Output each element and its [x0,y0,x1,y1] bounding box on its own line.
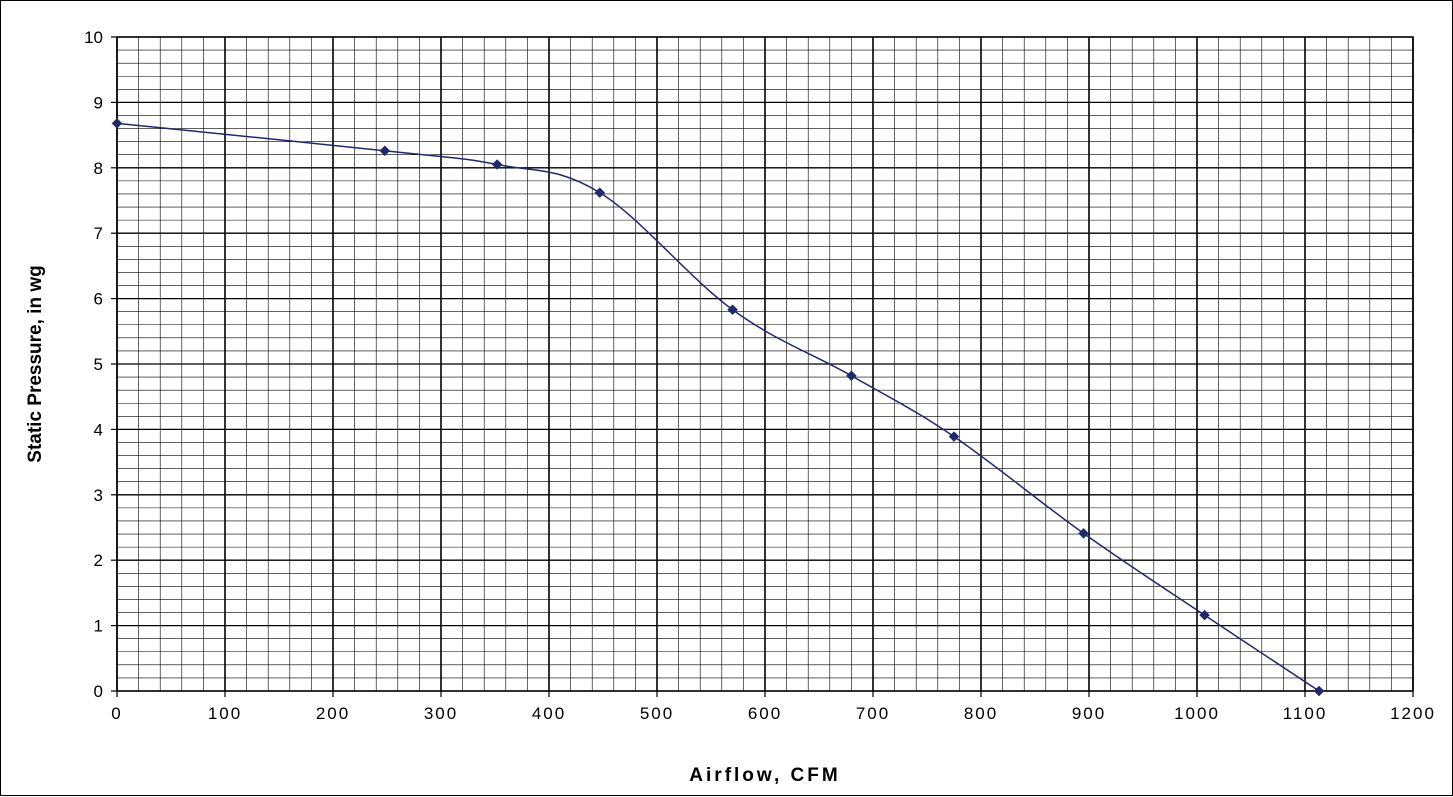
y-tick-label: 1 [94,617,103,636]
x-axis-ticks: 0 100 200 300 400 500 600 700 800 900 1000 1100 1200 [111,691,1436,723]
x-tick-label: 1000 [1174,704,1220,723]
y-tick-label: 4 [94,420,103,439]
series-layer [111,117,1325,697]
data-point [727,304,738,316]
y-tick-label: 2 [94,551,103,570]
data-point [1078,528,1089,539]
data-point [948,431,960,442]
x-tick-label: 200 [316,704,350,723]
y-tick-label: 9 [94,93,103,112]
series-line [116,122,1320,692]
data-point [846,370,857,382]
data-point [594,187,606,199]
data-point [1199,609,1210,621]
x-tick-label: 300 [424,704,458,723]
data-point [1313,685,1325,697]
x-axis-title: Airflow, CFM [689,765,840,786]
x-tick-label: 800 [964,704,998,723]
x-tick-label: 400 [532,704,566,723]
y-tick-label: 7 [94,224,103,243]
y-tick-label: 10 [84,28,103,47]
y-tick-label: 6 [94,290,103,309]
x-tick-label: 0 [111,704,122,723]
x-tick-label: 700 [856,704,890,723]
y-axis-title: Static Pressure, in wg [25,265,46,462]
y-axis-ticks: 0 1 2 3 4 5 6 7 8 9 10 [84,28,117,701]
data-point [379,145,391,157]
x-tick-label: 1100 [1283,704,1328,723]
grid-major [116,36,1414,692]
data-point [491,159,503,170]
x-tick-label: 500 [640,704,674,723]
x-tick-label: 900 [1072,704,1106,723]
x-tick-label: 100 [208,704,242,723]
y-tick-label: 8 [94,159,103,178]
x-tick-label: 600 [748,704,782,723]
y-tick-label: 5 [94,355,103,374]
y-tick-label: 3 [94,486,103,505]
data-point [111,117,123,129]
y-tick-label: 0 [94,682,103,701]
x-tick-label: 1200 [1390,704,1436,723]
